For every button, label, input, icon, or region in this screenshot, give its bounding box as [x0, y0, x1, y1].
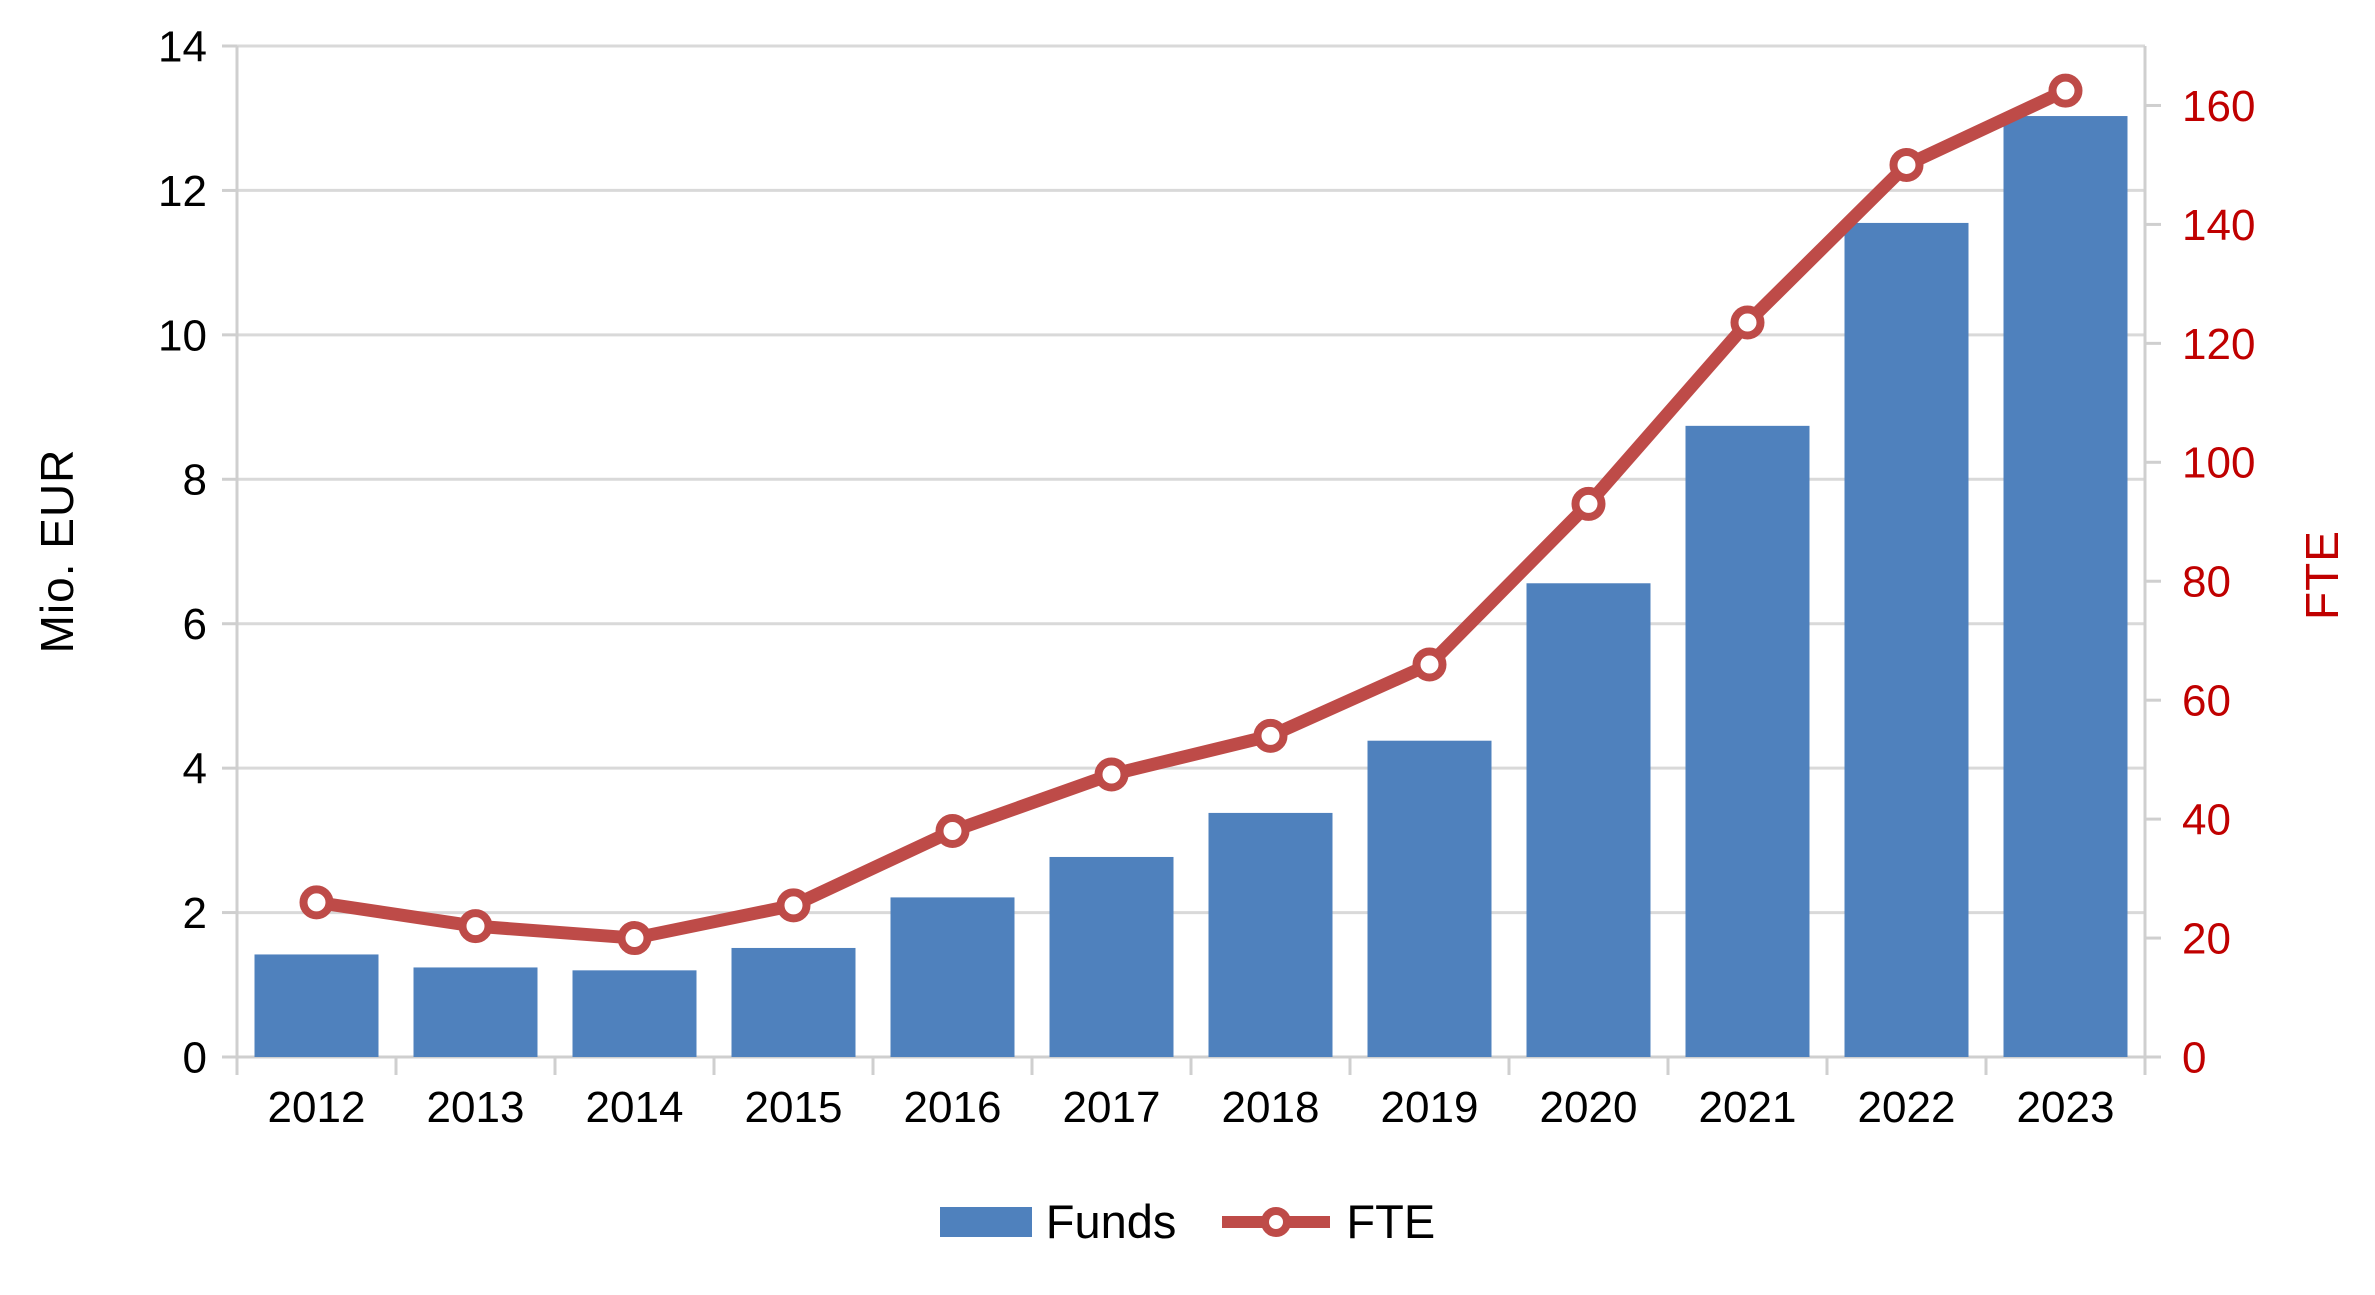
x-axis-label-2022: 2022 [1858, 1083, 1956, 1132]
bar-2023 [2003, 116, 2128, 1058]
fte-marker-2016 [935, 814, 970, 849]
right-axis-label-120: 120 [2182, 320, 2255, 369]
bar-2018 [1208, 812, 1333, 1057]
left-axis-label-0: 0 [183, 1033, 207, 1082]
left-axis-label-14: 14 [158, 22, 207, 71]
fte-marker-2013 [458, 909, 493, 944]
left-axis-label-6: 6 [183, 600, 207, 649]
fte-marker-2014 [617, 921, 652, 956]
bar-2017 [1049, 856, 1174, 1057]
left-axis-title: Mio. EUR [31, 448, 83, 654]
left-axis-label-4: 4 [183, 745, 207, 794]
right-axis-label-140: 140 [2182, 201, 2255, 250]
fte-line-swatch-icon [1222, 1206, 1331, 1237]
right-axis-title: FTE [2296, 530, 2348, 620]
legend-item-funds: Funds [939, 1195, 1177, 1248]
left-axis-label-2: 2 [183, 889, 207, 938]
legend: Funds FTE [0, 1198, 2375, 1245]
right-axis-label-40: 40 [2182, 796, 2231, 845]
bar-2021 [1685, 425, 1810, 1057]
x-axis-label-2013: 2013 [427, 1083, 525, 1132]
fte-line [310, 84, 2072, 945]
bar-2016 [890, 897, 1015, 1057]
x-axis-label-2015: 2015 [745, 1083, 843, 1132]
fte-marker-2012 [299, 885, 334, 920]
right-axis-label-0: 0 [2182, 1033, 2206, 1082]
fte-marker-2022 [1889, 147, 1924, 182]
bar-2014 [572, 970, 697, 1057]
x-axis-label-2016: 2016 [904, 1083, 1002, 1132]
fte-marker-2021 [1730, 305, 1765, 340]
bar-2012 [254, 954, 379, 1057]
right-axis-label-160: 160 [2182, 82, 2255, 131]
right-axis-label-60: 60 [2182, 677, 2231, 726]
bar-2015 [731, 947, 856, 1057]
bar-2022 [1844, 222, 1969, 1058]
funds-bar-swatch-icon [939, 1206, 1032, 1237]
right-axis-label-20: 20 [2182, 914, 2231, 963]
left-axis-label-10: 10 [158, 311, 207, 360]
bar-2020 [1526, 583, 1651, 1057]
legend-label-funds: Funds [1045, 1195, 1177, 1248]
right-axis-label-80: 80 [2182, 558, 2231, 607]
fte-marker-2017 [1094, 757, 1129, 792]
x-axis-label-2012: 2012 [268, 1083, 366, 1132]
x-axis-label-2017: 2017 [1063, 1083, 1161, 1132]
fte-marker-2015 [776, 888, 811, 923]
x-axis-label-2019: 2019 [1381, 1083, 1479, 1132]
left-axis-label-12: 12 [158, 167, 207, 216]
x-axis-label-2020: 2020 [1540, 1083, 1638, 1132]
fte-marker-2018 [1253, 718, 1288, 753]
legend-item-fte: FTE [1220, 1198, 1435, 1245]
fte-marker-2023 [2048, 73, 2083, 108]
bar-2013 [413, 967, 538, 1057]
x-axis-label-2021: 2021 [1699, 1083, 1797, 1132]
bar-2019 [1367, 740, 1492, 1057]
x-axis-label-2023: 2023 [2017, 1083, 2115, 1132]
x-axis-label-2018: 2018 [1222, 1083, 1320, 1132]
right-axis-label-100: 100 [2182, 439, 2255, 488]
fte-marker-2019 [1412, 647, 1447, 682]
legend-label-fte: FTE [1346, 1195, 1436, 1248]
x-axis-label-2014: 2014 [586, 1083, 684, 1132]
left-axis-label-8: 8 [183, 456, 207, 505]
fte-marker-2020 [1571, 486, 1606, 521]
